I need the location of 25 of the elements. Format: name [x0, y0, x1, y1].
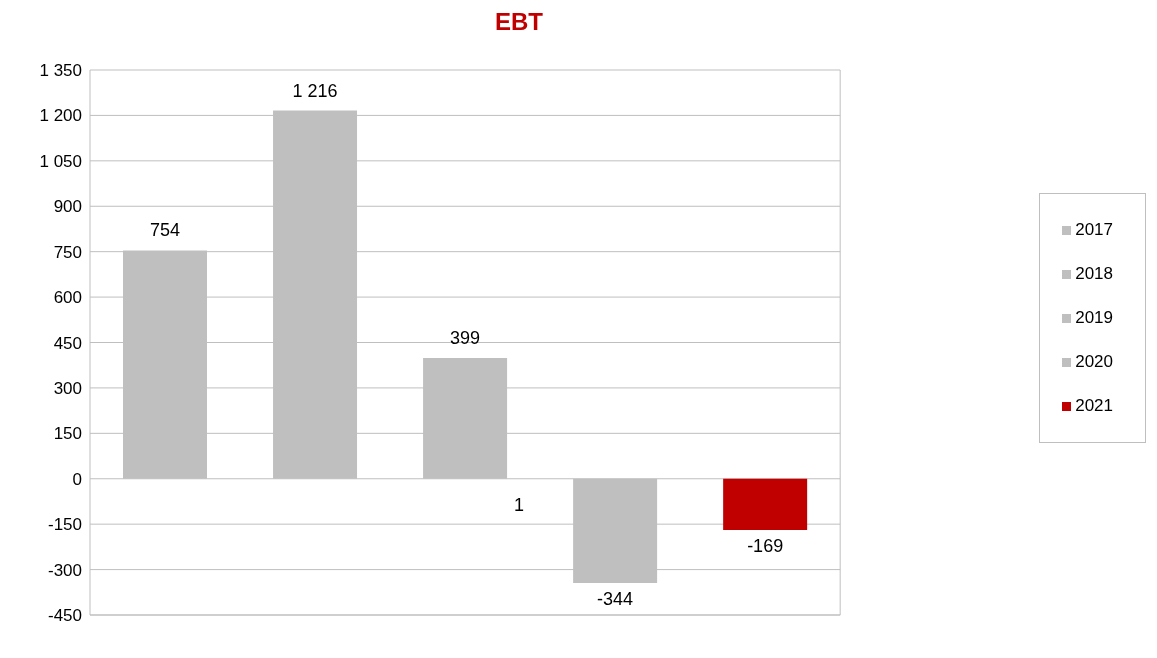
y-tick-label: 600	[53, 288, 82, 308]
y-tick-label: 900	[53, 197, 82, 217]
y-tick-label: 750	[53, 242, 82, 262]
y-tick-label: -150	[47, 515, 82, 535]
data-label: 754	[149, 220, 181, 241]
y-tick-label: -450	[47, 606, 82, 626]
y-tick-label: 300	[53, 378, 82, 398]
y-tick-label: 1 350	[39, 61, 82, 81]
data-label: 1 216	[292, 80, 338, 101]
chart-title: EBT	[494, 8, 544, 36]
legend-label: 2019	[1075, 308, 1113, 327]
y-tick-label: 0	[72, 469, 82, 489]
annotation: 1	[513, 494, 525, 516]
y-tick-label: 150	[53, 424, 82, 444]
legend-label: 2018	[1075, 264, 1113, 283]
legend-label: 2017	[1075, 220, 1113, 239]
y-tick-label: 450	[53, 333, 82, 353]
legend-label: 2021	[1075, 396, 1113, 415]
y-tick-label: -300	[47, 560, 82, 580]
data-label: -344	[597, 588, 634, 609]
data-label: -169	[747, 535, 784, 556]
y-tick-label: 1 050	[39, 151, 82, 171]
data-label: 399	[450, 327, 481, 348]
legend-label: 2020	[1075, 352, 1113, 371]
y-tick-label: 1 200	[39, 106, 82, 126]
